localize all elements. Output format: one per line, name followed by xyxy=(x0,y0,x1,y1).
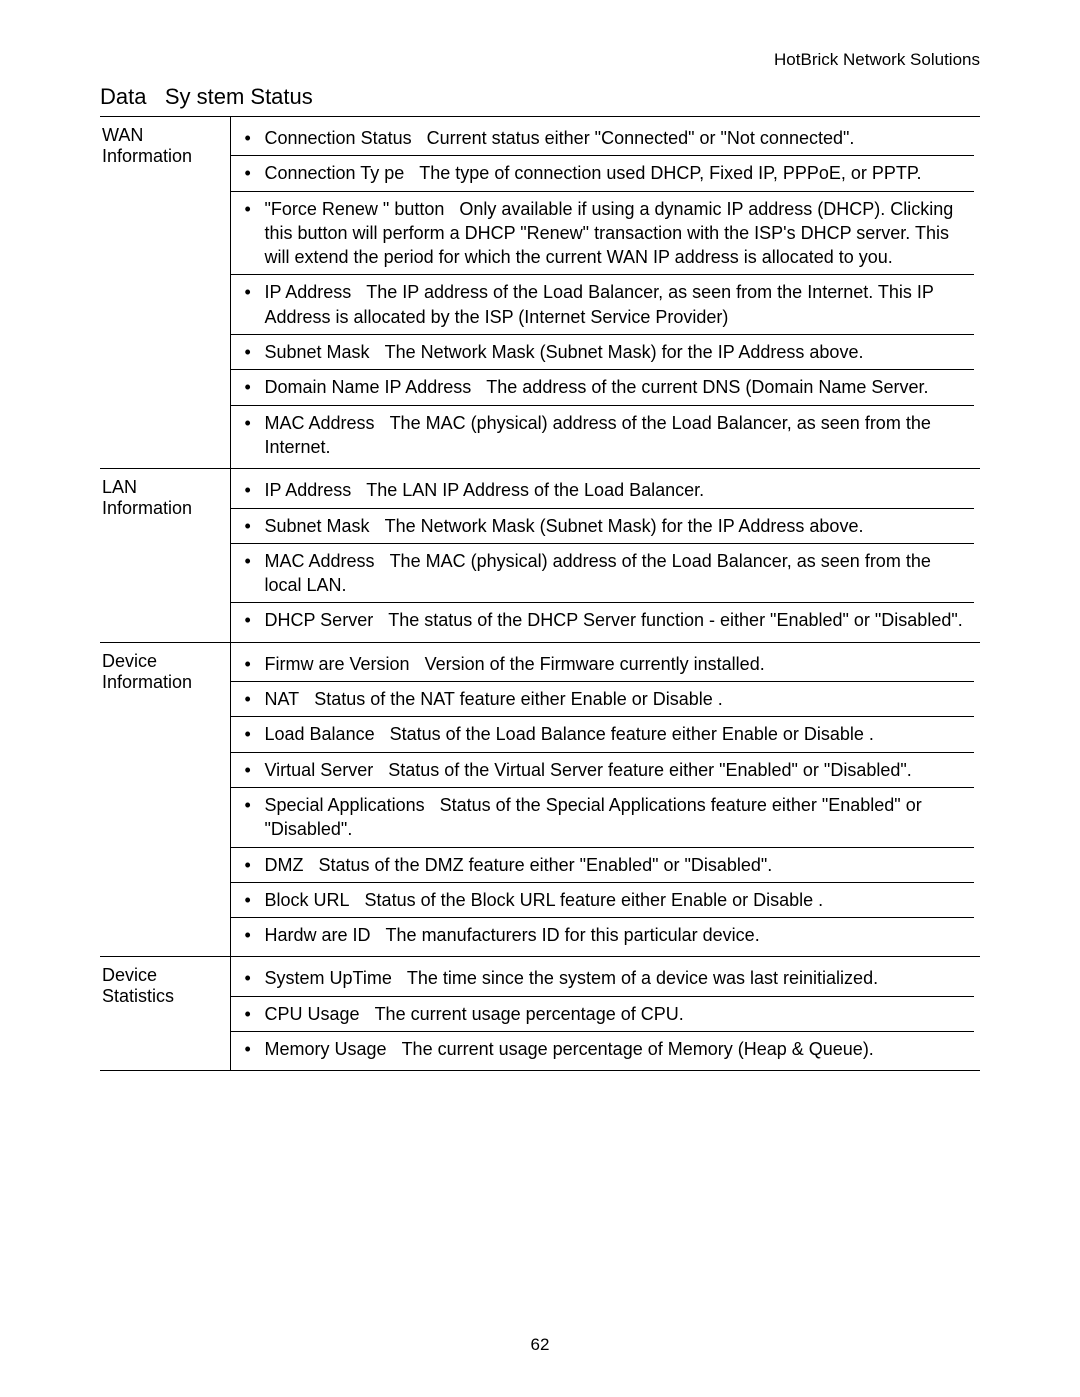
item-description: Current status either "Connected" or "No… xyxy=(427,128,855,148)
section-title: Data Sy stem Status xyxy=(100,84,980,110)
item-description: The Network Mask (Subnet Mask) for the I… xyxy=(385,342,864,362)
definition-list: Firmw are Version Version of the Firmwar… xyxy=(231,647,975,953)
list-item: Load Balance Status of the Load Balance … xyxy=(231,717,975,752)
definition-list: Connection Status Current status either … xyxy=(231,121,975,464)
row-label: LAN Information xyxy=(100,469,230,642)
list-item: Firmw are Version Version of the Firmwar… xyxy=(231,647,975,682)
item-term: MAC Address xyxy=(265,551,375,571)
list-item: Subnet Mask The Network Mask (Subnet Mas… xyxy=(231,335,975,370)
system-status-table: WAN InformationConnection Status Current… xyxy=(100,117,980,1071)
list-item: Virtual Server Status of the Virtual Ser… xyxy=(231,753,975,788)
row-content: System UpTime The time since the system … xyxy=(230,957,980,1071)
brand-header: HotBrick Network Solutions xyxy=(100,50,980,70)
list-item: IP Address The LAN IP Address of the Loa… xyxy=(231,473,975,508)
row-content: Connection Status Current status either … xyxy=(230,117,980,469)
row-label: Device Statistics xyxy=(100,957,230,1071)
item-description: The LAN IP Address of the Load Balancer. xyxy=(366,480,704,500)
list-item: Special Applications Status of the Speci… xyxy=(231,788,975,848)
definition-list: IP Address The LAN IP Address of the Loa… xyxy=(231,473,975,637)
table-row: LAN InformationIP Address The LAN IP Add… xyxy=(100,469,980,642)
item-term: DHCP Server xyxy=(265,610,374,630)
title-main: Sy stem Status xyxy=(165,84,313,109)
item-description: Status of the DMZ feature either "Enable… xyxy=(319,855,773,875)
list-item: NAT Status of the NAT feature either Ena… xyxy=(231,682,975,717)
item-term: Hardw are ID xyxy=(265,925,371,945)
row-content: IP Address The LAN IP Address of the Loa… xyxy=(230,469,980,642)
table-row: Device InformationFirmw are Version Vers… xyxy=(100,642,980,957)
item-term: Memory Usage xyxy=(265,1039,387,1059)
item-term: Virtual Server xyxy=(265,760,374,780)
list-item: Subnet Mask The Network Mask (Subnet Mas… xyxy=(231,509,975,544)
item-term: Block URL xyxy=(265,890,350,910)
item-description: The address of the current DNS (Domain N… xyxy=(486,377,928,397)
list-item: System UpTime The time since the system … xyxy=(231,961,975,996)
item-description: The time since the system of a device wa… xyxy=(407,968,878,988)
item-description: Status of the Load Balance feature eithe… xyxy=(390,724,874,744)
item-term: MAC Address xyxy=(265,413,375,433)
item-term: IP Address xyxy=(265,480,352,500)
list-item: Connection Ty pe The type of connection … xyxy=(231,156,975,191)
row-content: Firmw are Version Version of the Firmwar… xyxy=(230,642,980,957)
list-item: Connection Status Current status either … xyxy=(231,121,975,156)
title-prefix: Data xyxy=(100,84,146,109)
item-description: The status of the DHCP Server function -… xyxy=(388,610,963,630)
item-description: The IP address of the Load Balancer, as … xyxy=(265,282,934,326)
item-description: Version of the Firmware currently instal… xyxy=(425,654,765,674)
item-description: The type of connection used DHCP, Fixed … xyxy=(419,163,921,183)
list-item: Block URL Status of the Block URL featur… xyxy=(231,883,975,918)
item-term: Special Applications xyxy=(265,795,425,815)
item-term: Firmw are Version xyxy=(265,654,410,674)
item-term: Domain Name IP Address xyxy=(265,377,472,397)
list-item: "Force Renew " button Only available if … xyxy=(231,192,975,276)
list-item: DHCP Server The status of the DHCP Serve… xyxy=(231,603,975,637)
definition-list: System UpTime The time since the system … xyxy=(231,961,975,1066)
item-term: Subnet Mask xyxy=(265,342,370,362)
item-term: IP Address xyxy=(265,282,352,302)
list-item: MAC Address The MAC (physical) address o… xyxy=(231,406,975,465)
list-item: CPU Usage The current usage percentage o… xyxy=(231,997,975,1032)
row-label: Device Information xyxy=(100,642,230,957)
item-description: The Network Mask (Subnet Mask) for the I… xyxy=(385,516,864,536)
list-item: Domain Name IP Address The address of th… xyxy=(231,370,975,405)
item-term: Load Balance xyxy=(265,724,375,744)
list-item: Memory Usage The current usage percentag… xyxy=(231,1032,975,1066)
row-label: WAN Information xyxy=(100,117,230,469)
item-term: "Force Renew " button xyxy=(265,199,445,219)
item-term: NAT xyxy=(265,689,300,709)
item-description: The current usage percentage of CPU. xyxy=(375,1004,684,1024)
table-row: WAN InformationConnection Status Current… xyxy=(100,117,980,469)
item-term: DMZ xyxy=(265,855,304,875)
item-description: Status of the NAT feature either Enable … xyxy=(314,689,723,709)
list-item: Hardw are ID The manufacturers ID for th… xyxy=(231,918,975,952)
item-description: Status of the Virtual Server feature eit… xyxy=(388,760,912,780)
item-description: The current usage percentage of Memory (… xyxy=(402,1039,874,1059)
list-item: DMZ Status of the DMZ feature either "En… xyxy=(231,848,975,883)
item-term: Subnet Mask xyxy=(265,516,370,536)
list-item: MAC Address The MAC (physical) address o… xyxy=(231,544,975,604)
item-description: Status of the Block URL feature either E… xyxy=(365,890,824,910)
item-term: Connection Ty pe xyxy=(265,163,405,183)
item-term: CPU Usage xyxy=(265,1004,360,1024)
item-term: System UpTime xyxy=(265,968,392,988)
item-description: The manufacturers ID for this particular… xyxy=(386,925,760,945)
item-term: Connection Status xyxy=(265,128,412,148)
list-item: IP Address The IP address of the Load Ba… xyxy=(231,275,975,335)
table-row: Device StatisticsSystem UpTime The time … xyxy=(100,957,980,1071)
page-number: 62 xyxy=(0,1335,1080,1355)
